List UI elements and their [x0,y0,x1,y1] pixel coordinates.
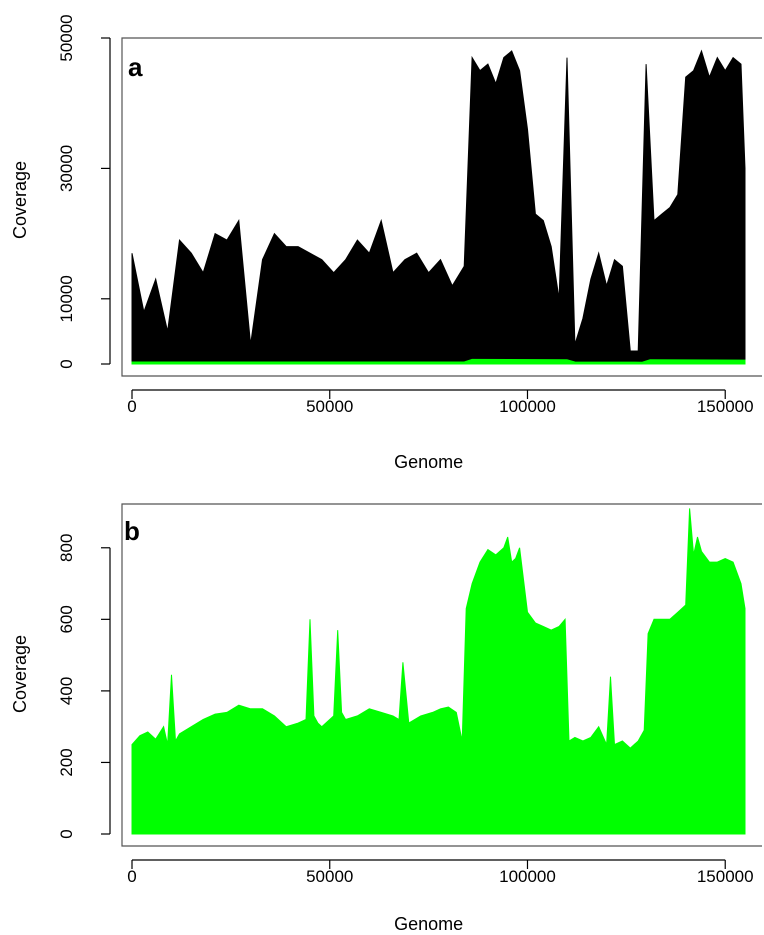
panel-a-y-tick-label-2: 30000 [57,145,76,192]
panel-a-series-0-area [131,49,746,365]
panel-a-letter: a [128,52,143,82]
panel-a-y-axis-title: Coverage [10,161,30,239]
panel-b-plot-frame [121,503,762,847]
panel-b-letter: b [124,516,140,546]
panel-b-y-tick-label-0: 0 [57,829,76,838]
panel-a-y-tick-label-3: 50000 [57,14,76,61]
panel-a-x-tick-label-1: 50000 [306,397,353,416]
panel-b-x-tick-label-1: 50000 [306,867,353,886]
panel-a-plot-frame [121,37,762,377]
panel-a-series-1-area [131,358,746,365]
panel-b-y-tick-label-4: 800 [57,534,76,562]
panel-b-y-tick-label-1: 200 [57,748,76,776]
panel-a-y-tick-label-0: 0 [57,359,76,368]
panel-b-x-tick-label-0: 0 [127,867,136,886]
panel-b-x-axis-title: Genome [394,914,463,934]
panel-b-y-axis-title: Coverage [10,635,30,713]
panel-a-x-tick-label-3: 150000 [697,397,754,416]
panel-a-x-tick-label-0: 0 [127,397,136,416]
panel-b-y-tick-label-2: 400 [57,677,76,705]
panel-a-y-tick-label-1: 10000 [57,275,76,322]
panel-a-x-tick-label-2: 100000 [499,397,556,416]
panel-b-series-0-area [131,508,746,835]
panel-b-y-tick-label-3: 600 [57,605,76,633]
panel-a-x-axis-title: Genome [394,452,463,472]
panel-b-x-tick-label-3: 150000 [697,867,754,886]
panel-b-x-tick-label-2: 100000 [499,867,556,886]
